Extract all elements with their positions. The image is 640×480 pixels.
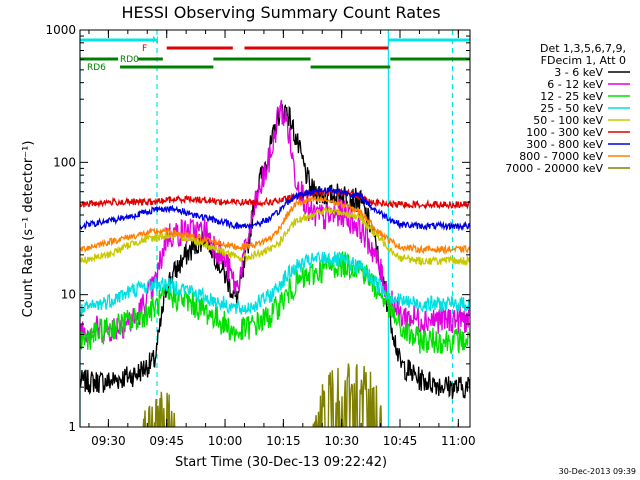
- x-tick-label: 11:00: [441, 434, 476, 448]
- series-line: [80, 103, 470, 399]
- legend: Det 1,3,5,6,7,9,FDecim 1, Att 03 - 6 keV…: [505, 42, 630, 175]
- x-tick-label: 09:30: [91, 434, 126, 448]
- legend-header: Det 1,3,5,6,7,9,: [540, 42, 626, 55]
- legend-label: 3 - 6 keV: [554, 66, 603, 79]
- x-axis-label: Start Time (30-Dec-13 09:22:42): [175, 455, 387, 470]
- series-line: [80, 250, 470, 354]
- plot-frame: [79, 29, 471, 428]
- x-tick-label: 09:45: [149, 434, 184, 448]
- legend-label: 12 - 25 keV: [540, 90, 603, 103]
- y-tick-label: 1: [68, 420, 76, 434]
- legend-label: 800 - 7000 keV: [519, 150, 603, 163]
- y-axis-label: Count Rate (s⁻¹ detector⁻¹): [21, 141, 36, 318]
- vertical-markers: [79, 30, 454, 427]
- legend-header: FDecim 1, Att 0: [541, 54, 626, 67]
- series-line: [80, 195, 470, 255]
- legend-label: 100 - 300 keV: [526, 126, 603, 139]
- series-line: [142, 363, 463, 427]
- chart-title: HESSI Observing Summary Count Rates: [121, 3, 440, 22]
- flag-label: F: [142, 44, 147, 54]
- series-layer: [80, 99, 470, 427]
- x-tick-label: 10:30: [324, 434, 359, 448]
- y-tick-label: 1000: [45, 23, 76, 37]
- x-axis: 09:30 09:45 10:00 10:15 10:30 10:45 11:00: [88, 30, 476, 448]
- x-tick-label: 10:00: [208, 434, 243, 448]
- legend-label: 300 - 800 keV: [526, 138, 603, 151]
- y-axis: 1 10 100 1000: [45, 23, 470, 434]
- legend-label: 6 - 12 keV: [547, 78, 603, 91]
- flag-label: N: [152, 36, 159, 46]
- x-tick-label: 10:45: [383, 434, 418, 448]
- legend-label: 50 - 100 keV: [533, 114, 603, 127]
- legend-label: 7000 - 20000 keV: [505, 162, 603, 175]
- series-line: [80, 99, 470, 344]
- series-line: [80, 187, 470, 210]
- series-line: [80, 205, 470, 266]
- series-line: [80, 185, 470, 232]
- timestamp: 30-Dec-2013 09:39: [559, 467, 636, 476]
- y-tick-label: 100: [53, 155, 76, 169]
- legend-label: 25 - 50 keV: [540, 102, 603, 115]
- x-tick-label: 10:15: [266, 434, 301, 448]
- series-line: [80, 251, 470, 318]
- y-tick-label: 10: [61, 288, 76, 302]
- flag-label: RD6: [87, 63, 106, 73]
- flag-label: RD0: [120, 55, 139, 65]
